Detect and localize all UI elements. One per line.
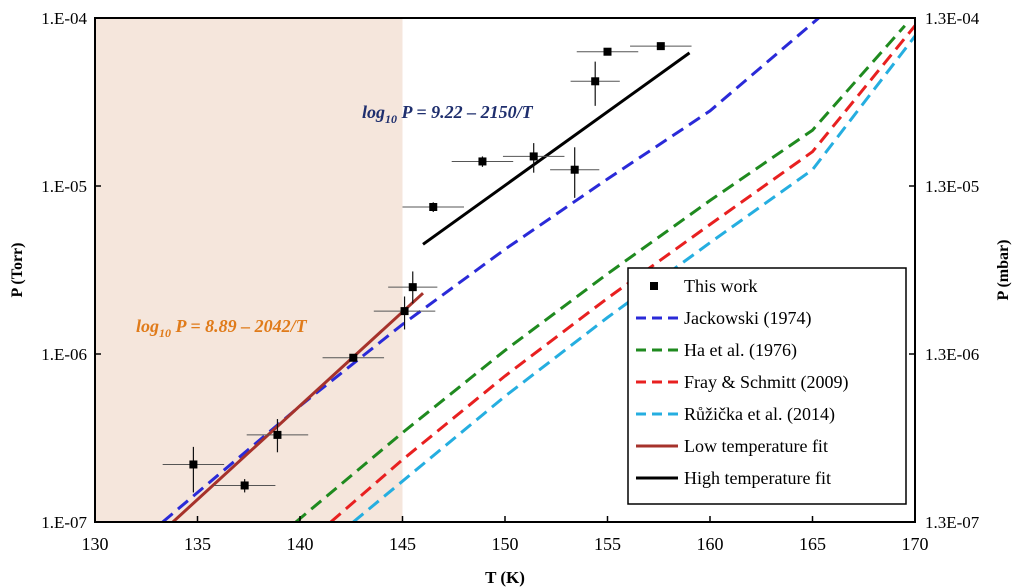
series-layer xyxy=(161,18,915,522)
y2-tick-label: 1.3E-05 xyxy=(925,177,979,196)
series-line-3 xyxy=(352,35,915,522)
legend-item-4: Růžička et al. (2014) xyxy=(636,404,835,425)
legend-item-0: This work xyxy=(650,276,758,296)
x-axis-label: T (K) xyxy=(485,568,525,587)
data-point-marker xyxy=(429,202,438,211)
y-axis-label: P (Torr) xyxy=(9,243,26,298)
legend-item-6: High temperature fit xyxy=(636,468,831,488)
data-point-marker xyxy=(240,481,249,490)
series-line-1 xyxy=(294,24,906,522)
data-point-9 xyxy=(550,147,600,198)
data-point-marker xyxy=(349,353,358,362)
data-point-marker xyxy=(273,430,282,439)
legend-item-3: Fray & Schmitt (2009) xyxy=(636,372,849,393)
x-tick-label: 140 xyxy=(287,534,314,554)
x-tick-label: 170 xyxy=(902,534,929,554)
data-point-10 xyxy=(570,61,620,106)
data-point-marker xyxy=(408,283,417,292)
x-tick-label: 165 xyxy=(799,534,826,554)
annotation-log-subscript: 10 xyxy=(159,326,171,340)
legend-item-1: Jackowski (1974) xyxy=(636,308,811,329)
low-temperature-shaded-region xyxy=(95,18,403,522)
data-point-2 xyxy=(246,419,309,453)
data-point-5 xyxy=(388,271,438,304)
y-tick-label: 1.E-07 xyxy=(41,513,87,532)
y2-axis-label: P (mbar) xyxy=(995,240,1012,301)
legend-label: High temperature fit xyxy=(684,468,831,488)
legend-label: Fray & Schmitt (2009) xyxy=(684,372,849,393)
data-point-12 xyxy=(630,42,692,51)
legend: This work Jackowski (1974) Ha et al. (1976… xyxy=(627,267,907,505)
annotation-log-base: log xyxy=(362,102,385,122)
data-point-0 xyxy=(162,446,225,493)
series-line-2 xyxy=(329,24,915,522)
legend-label: Jackowski (1974) xyxy=(684,308,811,329)
data-point-4 xyxy=(373,296,436,330)
y-tick-label: 1.E-05 xyxy=(41,177,87,196)
x-tick-label: 130 xyxy=(82,534,109,554)
data-point-marker xyxy=(570,165,579,174)
series-line-5 xyxy=(422,51,691,246)
x-tick-label: 150 xyxy=(492,534,519,554)
legend-label: This work xyxy=(684,276,758,296)
legend-box xyxy=(627,267,907,505)
legend-label: Low temperature fit xyxy=(684,436,828,456)
x-tick-label: 145 xyxy=(389,534,416,554)
annotation-formula: P = 9.22 – 2150/T xyxy=(397,102,534,122)
y-tick-label: 1.E-04 xyxy=(41,9,87,28)
axes-layer: 130 135 140 145 150 155 160 165 170 1.E-07 1.3E-07… xyxy=(41,9,980,554)
y2-tick-label: 1.3E-04 xyxy=(925,9,980,28)
legend-marker xyxy=(650,282,658,290)
y2-tick-label: 1.3E-07 xyxy=(925,513,980,532)
data-point-11 xyxy=(576,47,639,56)
data-point-7 xyxy=(451,156,514,167)
data-points-layer xyxy=(162,42,692,493)
data-point-marker xyxy=(400,307,409,316)
data-point-8 xyxy=(502,143,565,173)
x-tick-label: 135 xyxy=(184,534,211,554)
legend-item-5: Low temperature fit xyxy=(636,436,828,456)
legend-label: Ha et al. (1976) xyxy=(684,340,797,361)
annotation-log-base: log xyxy=(136,316,159,336)
shaded-region-layer xyxy=(95,18,403,522)
data-point-marker xyxy=(591,77,600,86)
high-temp-fit-annotation: log10 P = 9.22 – 2150/T xyxy=(362,102,534,126)
y2-tick-label: 1.3E-06 xyxy=(925,345,979,364)
annotation-formula: P = 8.89 – 2042/T xyxy=(171,316,308,336)
data-point-6 xyxy=(402,202,464,213)
x-tick-label: 160 xyxy=(697,534,724,554)
x-tick-label: 155 xyxy=(594,534,621,554)
annotation-log-subscript: 10 xyxy=(385,112,397,126)
data-point-3 xyxy=(322,353,385,362)
low-temp-fit-annotation: log10 P = 8.89 – 2042/T xyxy=(136,316,308,340)
data-point-marker xyxy=(529,152,538,161)
y-tick-label: 1.E-06 xyxy=(41,345,87,364)
data-point-marker xyxy=(656,42,665,51)
data-point-1 xyxy=(213,479,276,493)
legend-item-2: Ha et al. (1976) xyxy=(636,340,797,361)
legend-label: Růžička et al. (2014) xyxy=(684,404,835,425)
series-line-0 xyxy=(161,18,820,522)
series-line-4 xyxy=(171,292,425,522)
data-point-marker xyxy=(478,157,487,166)
data-point-marker xyxy=(189,460,198,469)
data-point-marker xyxy=(603,47,612,56)
